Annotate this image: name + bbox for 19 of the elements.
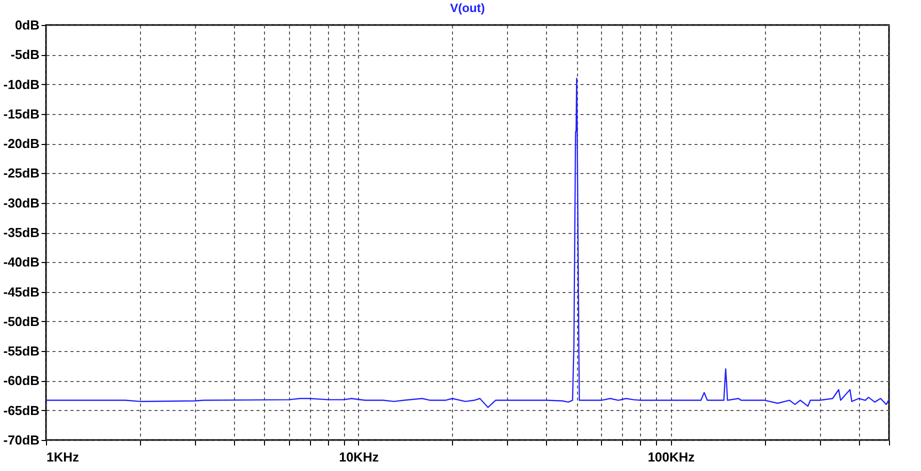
chart-title: V(out)	[450, 1, 485, 15]
y-tick-label: -60dB	[3, 373, 40, 388]
y-tick-label: -15dB	[3, 106, 40, 122]
y-tick-label: 0dB	[14, 18, 40, 32]
y-tick-label: -10dB	[3, 76, 40, 92]
y-tick-label: -65dB	[3, 402, 40, 418]
y-tick-label: -5dB	[10, 47, 40, 62]
y-tick-label: -70dB	[3, 432, 40, 448]
x-tick-label: 10KHz	[338, 450, 380, 464]
y-tick-label: -25dB	[3, 166, 40, 181]
y-tick-label: -45dB	[3, 284, 40, 300]
x-tick-label: 100KHz	[648, 450, 696, 464]
y-tick-label: -30dB	[3, 195, 40, 210]
y-tick-label: -35dB	[3, 225, 40, 240]
x-tick-label: 1KHz	[46, 450, 80, 464]
y-tick-label: -55dB	[3, 344, 40, 359]
y-tick-label: -40dB	[3, 254, 40, 270]
y-tick-label: -20dB	[3, 136, 40, 152]
y-tick-label: -50dB	[3, 314, 40, 329]
